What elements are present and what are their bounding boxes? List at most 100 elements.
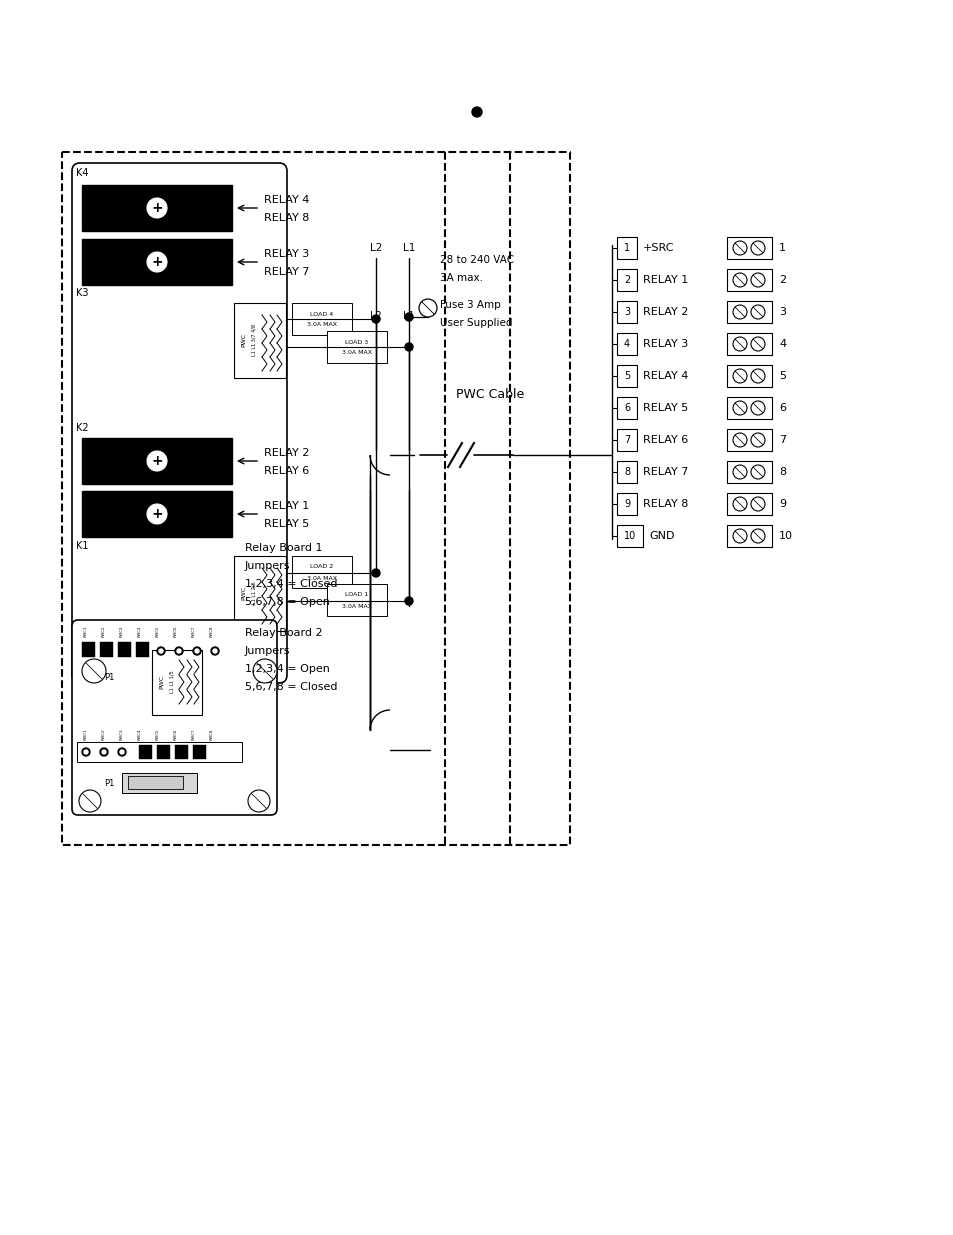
Circle shape (147, 198, 167, 219)
Bar (82, 240, 232, 285)
Bar (617, 301, 637, 324)
Bar (82, 438, 232, 484)
Bar (233, 556, 286, 631)
Bar (617, 429, 637, 451)
Circle shape (750, 466, 764, 479)
FancyBboxPatch shape (71, 620, 276, 815)
Text: PWC8: PWC8 (210, 729, 213, 740)
Bar (118, 642, 131, 657)
Bar (292, 303, 352, 335)
Text: 28 to 240 VAC: 28 to 240 VAC (439, 254, 514, 266)
Text: 7: 7 (779, 435, 785, 445)
Circle shape (372, 569, 379, 577)
Text: PWC4: PWC4 (138, 729, 142, 740)
Bar (100, 642, 112, 657)
Text: RELAY 5: RELAY 5 (642, 403, 687, 412)
Text: 2: 2 (779, 275, 785, 285)
Text: Jumpers: Jumpers (245, 561, 291, 571)
Text: RELAY 3: RELAY 3 (264, 249, 309, 259)
Circle shape (82, 659, 106, 683)
Circle shape (472, 107, 481, 117)
Circle shape (174, 647, 183, 655)
Text: RELAY 7: RELAY 7 (642, 467, 688, 477)
Text: 7: 7 (623, 435, 630, 445)
Circle shape (750, 241, 764, 254)
Text: RELAY 1: RELAY 1 (264, 501, 309, 511)
Bar (82, 642, 95, 657)
Bar (193, 745, 206, 760)
Circle shape (372, 315, 379, 324)
Bar (617, 366, 637, 387)
Circle shape (732, 305, 746, 319)
Text: RELAY 7: RELAY 7 (264, 267, 309, 277)
Text: Relay Board 2: Relay Board 2 (245, 629, 322, 638)
Circle shape (159, 650, 163, 653)
Bar (122, 773, 196, 793)
Circle shape (750, 529, 764, 543)
Text: 4: 4 (779, 338, 785, 350)
Bar (292, 556, 352, 588)
Text: 3.0A MAX: 3.0A MAX (307, 576, 336, 580)
Bar (82, 492, 232, 537)
Text: L2: L2 (370, 311, 381, 321)
Circle shape (177, 650, 181, 653)
Text: 5: 5 (623, 370, 630, 382)
Bar (617, 333, 637, 354)
Text: L1 L1 2/6: L1 L1 2/6 (252, 582, 256, 604)
Text: PWC2: PWC2 (102, 625, 106, 637)
Bar (726, 269, 771, 291)
Bar (726, 525, 771, 547)
Text: L1 L1 3/7 4/8: L1 L1 3/7 4/8 (252, 324, 256, 356)
Circle shape (418, 299, 436, 317)
Text: LOAD 3: LOAD 3 (345, 340, 368, 345)
Circle shape (248, 790, 270, 811)
Circle shape (147, 504, 167, 524)
Text: 9: 9 (779, 499, 785, 509)
Text: 8: 8 (623, 467, 629, 477)
Circle shape (732, 337, 746, 351)
Bar (152, 650, 202, 715)
Bar (617, 269, 637, 291)
Bar (128, 776, 183, 789)
Text: 3A max.: 3A max. (439, 273, 482, 283)
Text: PWC2: PWC2 (102, 729, 106, 740)
Text: +: + (151, 201, 163, 215)
Circle shape (750, 401, 764, 415)
Circle shape (405, 597, 413, 605)
Circle shape (120, 750, 124, 755)
Text: RELAY 1: RELAY 1 (642, 275, 687, 285)
Text: PWC7: PWC7 (192, 729, 195, 740)
Text: RELAY 3: RELAY 3 (642, 338, 687, 350)
Bar (617, 461, 637, 483)
Circle shape (213, 650, 216, 653)
Circle shape (194, 650, 199, 653)
Bar (726, 461, 771, 483)
Circle shape (750, 496, 764, 511)
Circle shape (102, 750, 106, 755)
Text: L1: L1 (403, 311, 415, 321)
Text: User Supplied: User Supplied (439, 317, 512, 329)
Text: RELAY 6: RELAY 6 (264, 466, 309, 475)
Text: +: + (151, 454, 163, 468)
Text: RELAY 8: RELAY 8 (264, 212, 309, 224)
Bar (157, 745, 170, 760)
Bar (726, 366, 771, 387)
Circle shape (253, 659, 276, 683)
Text: RELAY 2: RELAY 2 (642, 308, 688, 317)
Text: PWC5: PWC5 (156, 729, 160, 740)
Text: 9: 9 (623, 499, 629, 509)
Bar (77, 638, 267, 661)
Circle shape (732, 433, 746, 447)
Bar (617, 237, 637, 259)
Text: L1: L1 (402, 243, 415, 253)
Text: LOAD 1: LOAD 1 (345, 593, 368, 598)
Text: 3: 3 (623, 308, 629, 317)
Text: PWC1: PWC1 (84, 729, 88, 740)
Bar (77, 742, 242, 762)
Text: PWC4: PWC4 (138, 625, 142, 637)
Text: RELAY 4: RELAY 4 (264, 195, 309, 205)
Bar (726, 333, 771, 354)
Circle shape (732, 466, 746, 479)
Text: PWC: PWC (241, 333, 246, 347)
Circle shape (405, 343, 413, 351)
